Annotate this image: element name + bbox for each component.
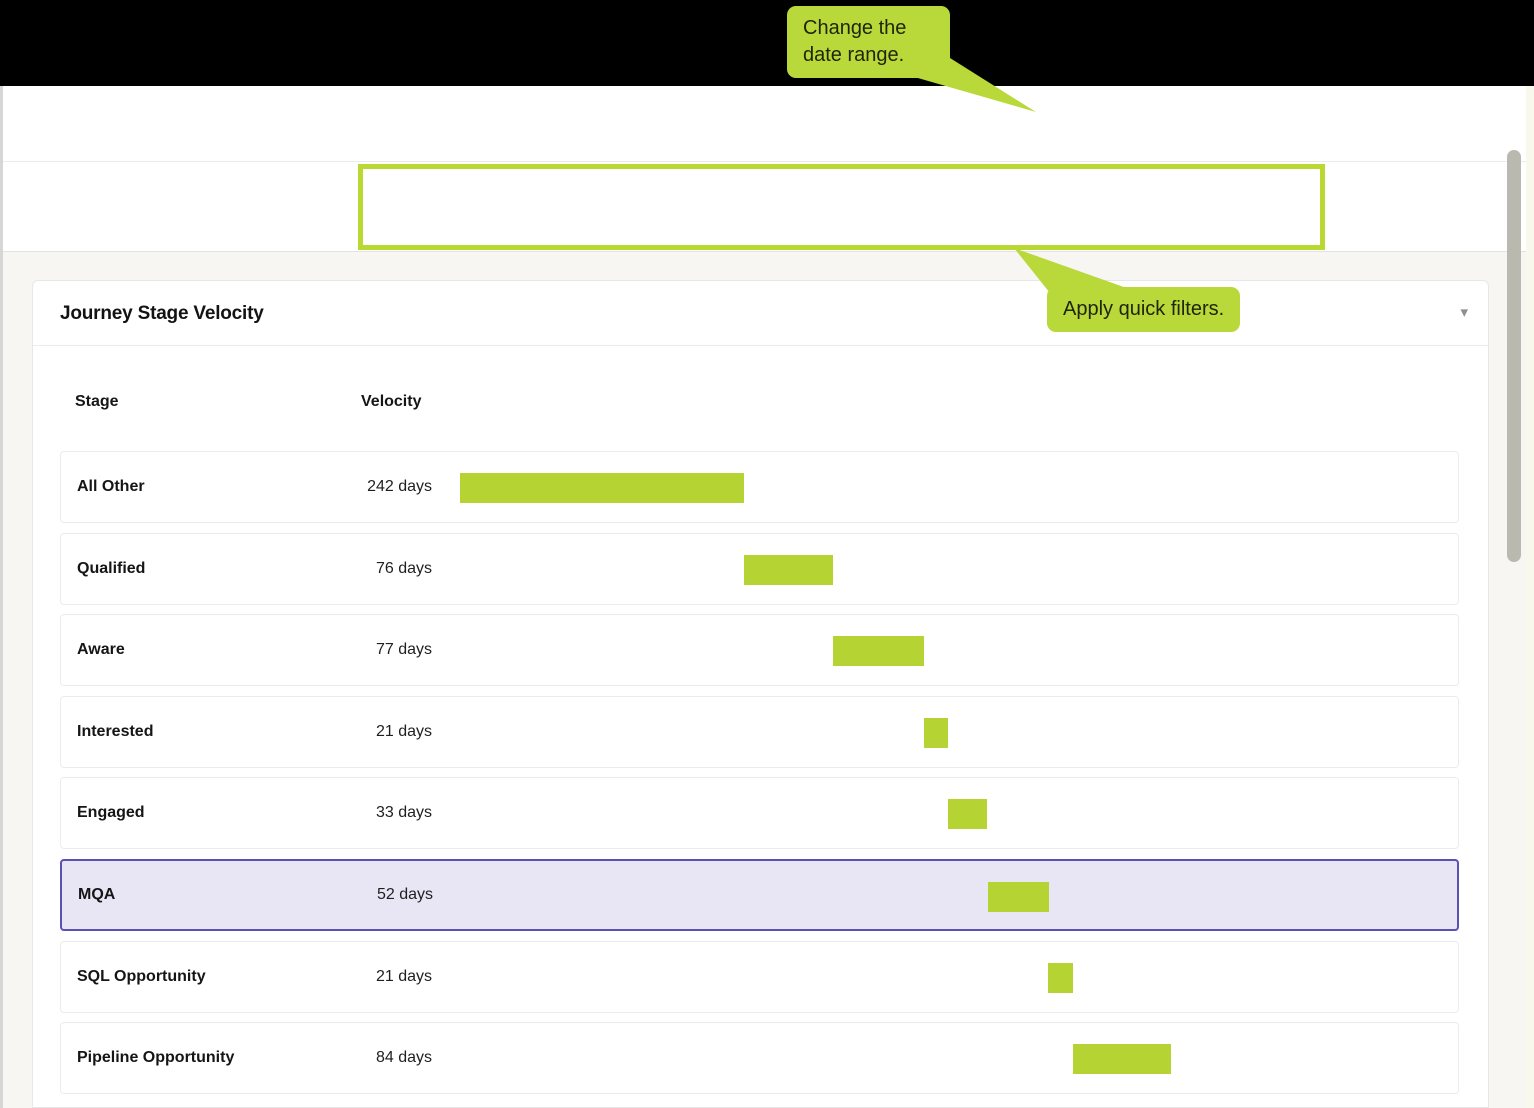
card-header: Journey Stage Velocity ▾ (33, 281, 1488, 346)
callout-apply-quick-filters: Apply quick filters. (1047, 287, 1241, 332)
journey-stage-velocity-card: Journey Stage Velocity ▾ Stage Velocity … (32, 280, 1489, 1108)
app-header: Velocity Highly Engaged Accounts with No… (0, 86, 1534, 232)
stage-name: Interested (77, 722, 154, 740)
table-row[interactable]: All Other 242 days (60, 451, 1459, 523)
velocity-bar (1072, 1044, 1172, 1075)
window-left-edge (0, 86, 3, 1108)
table-row[interactable]: Interested 21 days (60, 695, 1459, 768)
stage-name: All Other (77, 478, 145, 495)
velocity-value: 242 days (367, 478, 432, 495)
table-row[interactable]: MQA 52 days (60, 859, 1459, 931)
stage-name: MQA (78, 886, 116, 903)
scrollbar[interactable] (1507, 150, 1521, 562)
velocity-value: 21 days (375, 967, 432, 985)
column-header-velocity: Velocity (361, 393, 422, 410)
table-row[interactable]: Pipeline Opportunity 84 days (60, 1022, 1459, 1095)
caret-down-icon[interactable]: ▾ (1460, 304, 1468, 321)
stage-name: Aware (77, 641, 125, 659)
velocity-bar (744, 554, 834, 585)
stage-name: SQL Opportunity (77, 967, 206, 985)
velocity-value: 76 days (375, 559, 432, 577)
stage-name: Pipeline Opportunity (77, 1049, 235, 1067)
column-header-stage: Stage (75, 393, 119, 410)
top-black-bar (0, 0, 1534, 86)
velocity-value: 84 days (375, 1049, 432, 1067)
velocity-value: 52 days (376, 886, 433, 903)
velocity-bar (923, 717, 949, 748)
table-row[interactable]: SQL Opportunity 21 days (60, 940, 1459, 1013)
velocity-value: 21 days (375, 722, 432, 740)
table-row[interactable]: Aware 77 days (60, 614, 1459, 687)
table-row[interactable]: Engaged 33 days (60, 777, 1459, 850)
table-header: Stage Velocity (60, 393, 1459, 417)
velocity-value: 77 days (375, 641, 432, 659)
stage-name: Engaged (77, 804, 145, 822)
filter-bar: Saved Filters Load Filter Industry Pleas… (0, 162, 1534, 400)
table-row[interactable]: Qualified 76 days (60, 532, 1459, 605)
callout-change-date-range: Change the date range. (787, 6, 950, 78)
card-title: Journey Stage Velocity (60, 303, 264, 324)
stage-name: Qualified (77, 559, 146, 577)
velocity-value: 33 days (375, 804, 432, 822)
velocity-bar (948, 799, 987, 830)
velocity-bar (460, 473, 744, 503)
velocity-bar (1047, 962, 1073, 993)
scrollbar-track (1526, 86, 1534, 1108)
velocity-bar (987, 882, 1049, 912)
velocity-bar (833, 636, 924, 667)
